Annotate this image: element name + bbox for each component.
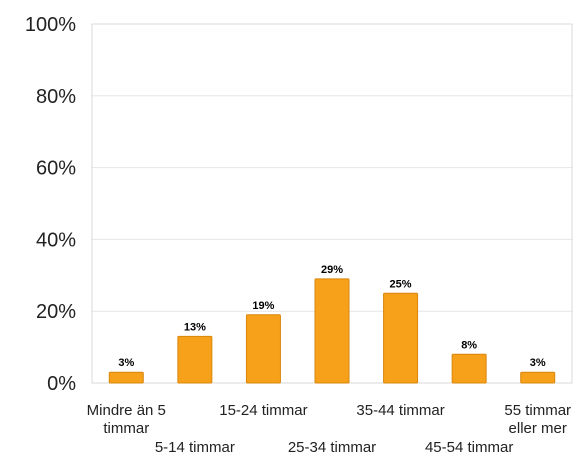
bar-value-label: 29% [321,264,343,276]
x-tick-label-line: Mindre än 5 [87,402,166,419]
bar-value-label: 25% [390,278,412,290]
bar [177,335,213,384]
bar-value-label: 8% [461,339,477,351]
bars [108,278,556,384]
bar-value-label: 3% [118,357,134,369]
y-tick-label: 80% [36,86,76,108]
x-tick-label-line: 55 timmar [504,402,571,419]
bar [383,292,419,384]
x-tick-label: 45-54 timmar [425,439,513,455]
x-tick-label: Mindre än 5 timmar [87,402,166,437]
x-tick-label-line: 15-24 timmar [219,402,307,419]
x-tick-label-line: 35-44 timmar [356,402,444,419]
x-tick-label-line: 5-14 timmar [155,439,235,455]
y-tick-label: 20% [36,301,76,323]
x-axis-tick-labels: Mindre än 5 timmar 5-14 timmar 15-24 timmar… [87,402,571,455]
bar [314,278,350,384]
x-tick-label-line: 45-54 timmar [425,439,513,455]
x-tick-label: 35-44 timmar [356,402,444,419]
y-axis-tick-labels: 0% 20% 40% 60% 80% 100% [25,14,76,395]
x-tick-label: 5-14 timmar [155,439,235,455]
x-tick-label: 25-34 timmar [288,439,376,455]
bar-value-label: 13% [184,321,206,333]
x-tick-label-line: 25-34 timmar [288,439,376,455]
x-tick-label-line: eller mer [509,420,567,437]
data-labels: 3% 13% 19% 29% 25% 8% 3% [118,264,546,369]
y-tick-label: 100% [25,14,76,36]
x-tick-label-line: timmar [103,420,149,437]
bar [451,353,487,384]
y-tick-label: 40% [36,229,76,251]
bar [108,371,144,384]
bar-value-label: 19% [252,300,274,312]
y-tick-label: 0% [47,373,76,395]
bar [520,371,556,384]
bar [245,314,281,384]
x-tick-label: 15-24 timmar [219,402,307,419]
bar-value-label: 3% [530,357,546,369]
y-tick-label: 60% [36,158,76,180]
x-tick-label: 55 timmar eller mer [504,402,571,437]
